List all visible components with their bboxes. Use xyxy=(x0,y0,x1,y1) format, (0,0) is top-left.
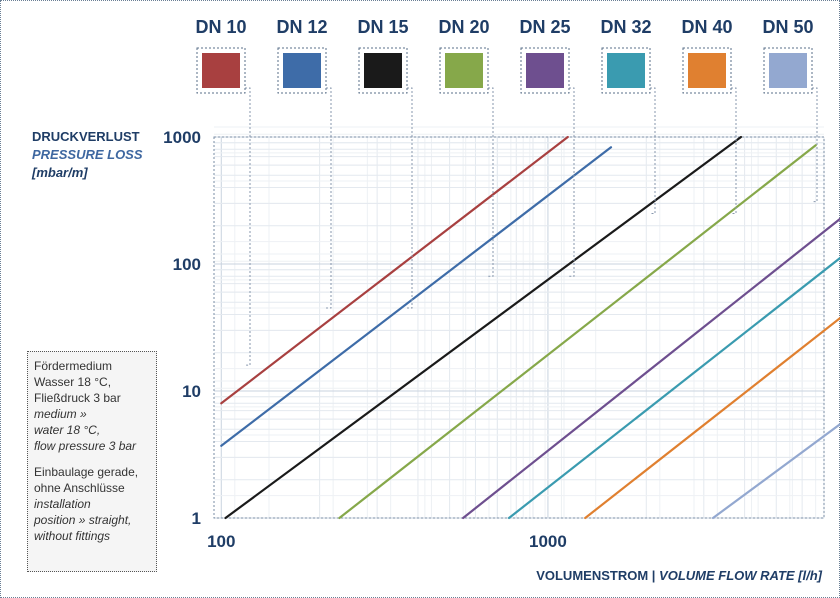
legend-swatch-dn15 xyxy=(364,53,402,88)
legend-swatch-frame-dn25 xyxy=(520,47,570,94)
series-line-dn50 xyxy=(711,422,840,520)
legend-pointer-dn25 xyxy=(569,87,575,277)
legend-swatch-frame-dn40 xyxy=(682,47,732,94)
note-line: water 18 °C, xyxy=(34,423,101,437)
note-line: ohne Anschlüsse xyxy=(34,481,125,495)
legend-swatches: DN 10 DN 12 DN 15 DN 20 DN 25 DN 32 DN 40 DN 50 xyxy=(195,17,814,94)
note-line: installation xyxy=(34,497,91,511)
note-line: without fittings xyxy=(34,529,111,543)
legend-swatch-dn40 xyxy=(688,53,726,88)
note-line: Einbaulage gerade, xyxy=(34,465,139,479)
x-label-en: VOLUME FLOW RATE [l/h] xyxy=(659,568,822,583)
note-line: flow pressure 3 bar xyxy=(34,439,137,453)
series-line-dn32 xyxy=(507,256,840,520)
legend-label-dn12: DN 12 xyxy=(276,17,327,37)
y-tick-label: 1 xyxy=(192,509,201,528)
legend-swatch-frame-dn12 xyxy=(277,47,327,94)
legend-swatch-frame-dn32 xyxy=(601,47,651,94)
legend-pointer-dn32 xyxy=(650,87,656,214)
series-line-dn15 xyxy=(224,135,743,520)
y-label-de: DRUCKVERLUST xyxy=(32,129,140,144)
legend-label-dn50: DN 50 xyxy=(762,17,813,37)
legend-swatch-dn12 xyxy=(283,53,321,88)
x-label-de: VOLUMENSTROM xyxy=(536,568,649,583)
axis-ticks: 1001000100001101001000 xyxy=(163,128,567,551)
y-tick-label: 1000 xyxy=(163,128,201,147)
legend-label-dn15: DN 15 xyxy=(357,17,408,37)
legend-pointer-dn10 xyxy=(245,87,251,366)
series-line-dn10 xyxy=(220,135,569,405)
y-label-en: PRESSURE LOSS xyxy=(32,147,143,162)
y-tick-label: 10 xyxy=(182,382,201,401)
y-axis-label: DRUCKVERLUST PRESSURE LOSS [mbar/m] xyxy=(32,128,143,182)
legend-label-dn20: DN 20 xyxy=(438,17,489,37)
note-line: Wasser 18 °C, xyxy=(34,375,112,389)
conditions-note-box: Fördermedium Wasser 18 °C, Fließdruck 3 … xyxy=(27,351,157,572)
note-line: position » straight, xyxy=(34,513,132,527)
legend-swatch-frame-dn10 xyxy=(196,47,246,94)
legend-label-dn10: DN 10 xyxy=(195,17,246,37)
legend-label-dn25: DN 25 xyxy=(519,17,570,37)
x-axis-label: VOLUMENSTROM | VOLUME FLOW RATE [l/h] xyxy=(536,568,822,583)
grid xyxy=(213,126,825,519)
legend-swatch-frame-dn20 xyxy=(439,47,489,94)
legend-swatch-dn32 xyxy=(607,53,645,88)
note-spacer xyxy=(34,454,150,464)
swatch-pointers xyxy=(245,87,818,366)
series-line-dn12 xyxy=(220,146,613,447)
series-line-dn40 xyxy=(584,316,840,520)
legend-label-dn40: DN 40 xyxy=(681,17,732,37)
legend-pointer-dn40 xyxy=(731,87,737,214)
plot-area-border xyxy=(213,136,825,519)
legend-label-dn32: DN 32 xyxy=(600,17,651,37)
x-label-separator: | xyxy=(648,568,660,583)
x-tick-label: 1000 xyxy=(529,532,567,551)
legend-pointer-dn15 xyxy=(407,87,413,309)
legend-pointer-dn50 xyxy=(812,87,818,203)
legend-swatch-frame-dn50 xyxy=(763,47,813,94)
series-line-dn25 xyxy=(462,217,840,520)
legend-swatch-dn25 xyxy=(526,53,564,88)
y-tick-label: 100 xyxy=(173,255,201,274)
note-line: Fördermedium xyxy=(34,359,113,373)
legend-swatch-frame-dn15 xyxy=(358,47,408,94)
legend-swatch-dn50 xyxy=(769,53,807,88)
legend-swatch-dn20 xyxy=(445,53,483,88)
note-line: Fließdruck 3 bar xyxy=(34,391,121,405)
series-lines xyxy=(220,135,840,520)
legend-pointer-dn12 xyxy=(326,87,332,309)
x-tick-label: 100 xyxy=(207,532,235,551)
legend-swatch-dn10 xyxy=(202,53,240,88)
y-label-unit: [mbar/m] xyxy=(32,165,88,180)
note-line: medium » xyxy=(34,407,87,421)
